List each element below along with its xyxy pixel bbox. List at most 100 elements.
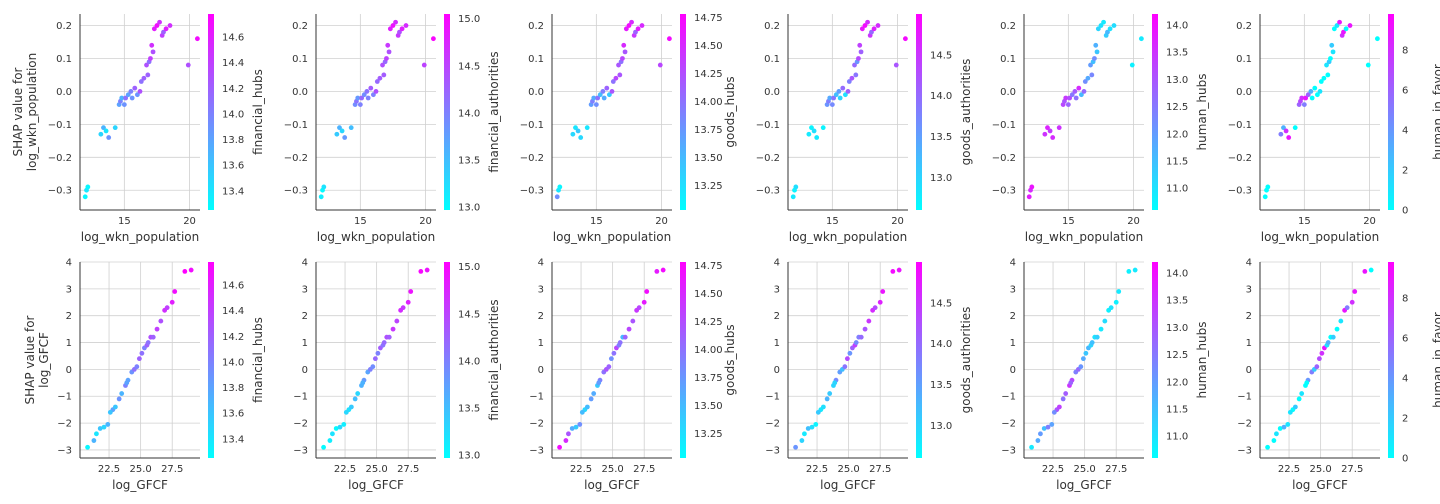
y-tick-label: 2: [302, 311, 308, 322]
data-point: [1262, 194, 1268, 200]
data-point: [827, 95, 833, 101]
data-point: [842, 92, 848, 98]
data-point: [119, 391, 125, 396]
data-point: [1029, 184, 1035, 190]
data-point: [635, 26, 641, 32]
data-point: [591, 95, 597, 101]
data-point: [1286, 135, 1292, 140]
data-point: [1047, 128, 1053, 134]
data-point: [1325, 340, 1331, 345]
y-tick-label: 0.2: [764, 21, 780, 32]
colorbar-tick-label: 13.6: [222, 409, 244, 420]
colorbar-tick-label: 13.0: [930, 173, 952, 184]
data-point: [98, 131, 104, 137]
data-point: [381, 72, 387, 78]
colorbar-label: financial_hubs: [251, 69, 265, 155]
colorbar-tick-label: 14.5: [458, 61, 480, 72]
data-point: [597, 92, 603, 98]
y-tick-label: 0.2: [528, 21, 544, 32]
data-point: [1107, 26, 1113, 32]
data-point: [584, 125, 590, 131]
data-point: [384, 56, 389, 61]
data-point: [829, 102, 835, 107]
data-point: [853, 340, 859, 345]
data-point: [866, 318, 872, 324]
data-point: [579, 409, 585, 415]
data-point: [1105, 29, 1110, 35]
y-tick-label: 0: [302, 365, 308, 376]
y-tick-label: 2: [1010, 311, 1016, 322]
y-axis-label: log_wkn_population: [25, 53, 39, 172]
data-point: [813, 422, 819, 427]
data-point: [337, 125, 342, 131]
colorbar-tick-label: 8: [1402, 294, 1408, 305]
data-point: [430, 36, 436, 42]
colorbar-tick-label: 13.8: [222, 383, 244, 394]
data-point: [815, 409, 821, 415]
colorbar-tick-label: 11.5: [1166, 405, 1188, 416]
y-tick-label: −3: [1237, 445, 1252, 456]
data-point: [85, 444, 90, 450]
y-tick-label: 1: [1246, 338, 1252, 349]
data-point: [639, 23, 645, 28]
data-point: [103, 128, 109, 134]
y-tick-label: 0: [66, 365, 72, 376]
data-point: [370, 364, 376, 370]
data-point: [1101, 19, 1106, 25]
colorbar-label: human_hubs: [1195, 322, 1209, 399]
data-point: [1365, 62, 1371, 68]
x-tick-label: 25.0: [837, 464, 859, 475]
y-tick-label: −0.1: [48, 120, 72, 131]
data-point: [1083, 350, 1089, 356]
data-point: [348, 404, 354, 410]
data-point: [381, 340, 387, 345]
data-point: [370, 92, 376, 98]
data-point: [1111, 23, 1117, 28]
colorbar-tick-label: 13.0: [1166, 323, 1188, 334]
colorbar-tick-label: 13.0: [458, 451, 480, 462]
data-point: [857, 42, 863, 48]
data-point: [1317, 89, 1323, 94]
data-point: [128, 89, 134, 94]
data-point: [852, 62, 857, 68]
x-axis-label: log_wkn_population: [1025, 230, 1144, 244]
colorbar-tick-label: 14.2: [222, 332, 244, 343]
data-point: [1094, 334, 1100, 340]
colorbar-tick-label: 13.0: [930, 421, 952, 432]
data-point: [629, 19, 634, 25]
colorbar-tick-label: 6: [1402, 334, 1408, 345]
y-tick-label: −1: [1237, 392, 1252, 403]
data-point: [1056, 404, 1062, 410]
data-point: [824, 396, 830, 402]
x-tick-label: 20: [419, 216, 432, 227]
y-tick-label: −0.3: [1228, 186, 1252, 197]
x-axis-label: log_wkn_population: [789, 230, 908, 244]
data-point: [132, 85, 138, 91]
x-tick-label: 20: [1363, 216, 1376, 227]
data-point: [584, 404, 590, 410]
colorbar-tick-label: 12.0: [1166, 129, 1188, 140]
y-tick-label: 4: [1246, 258, 1252, 269]
data-point: [1334, 326, 1340, 332]
y-tick-label: 0.0: [1236, 87, 1252, 98]
data-point: [94, 431, 99, 437]
colorbar-tick-label: 13.5: [930, 380, 952, 391]
data-point: [327, 438, 333, 443]
data-point: [1305, 92, 1311, 98]
data-point: [1321, 75, 1327, 81]
data-point: [1026, 194, 1032, 200]
data-point: [617, 340, 623, 345]
data-point: [833, 92, 839, 98]
data-point: [377, 75, 383, 81]
x-tick-label: 15: [1062, 216, 1075, 227]
data-point: [880, 289, 886, 294]
colorbar-tick-label: 14.50: [694, 289, 723, 300]
data-point: [1045, 424, 1051, 430]
y-tick-label: −0.2: [520, 153, 544, 164]
data-point: [641, 299, 647, 305]
data-point: [877, 299, 883, 305]
data-point: [1314, 364, 1320, 370]
colorbar-label: human_in_favor: [1431, 312, 1440, 408]
y-tick-label: −3: [293, 445, 308, 456]
x-tick-label: 27.5: [869, 464, 891, 475]
